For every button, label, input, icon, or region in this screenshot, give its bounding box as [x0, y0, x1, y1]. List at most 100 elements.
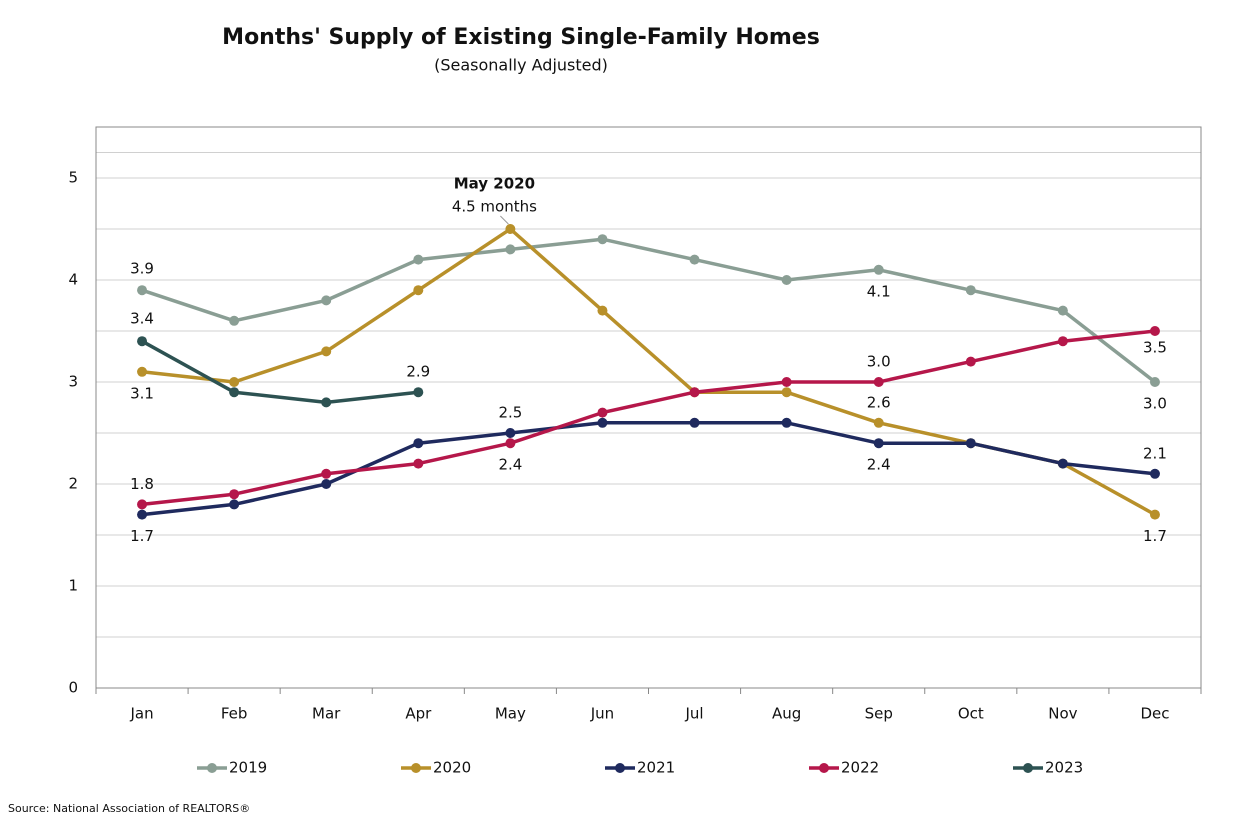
data-label: 2.4	[867, 456, 891, 474]
data-label: 3.5	[1143, 339, 1167, 357]
marker	[321, 479, 332, 489]
marker	[597, 417, 608, 428]
marker	[505, 224, 516, 234]
marker	[413, 285, 424, 296]
annotation-title: May 2020	[454, 175, 535, 193]
marker	[1057, 336, 1068, 347]
plot-frame	[95, 126, 1202, 689]
marker	[873, 438, 884, 449]
marker	[321, 295, 332, 306]
series-line	[141, 339, 419, 405]
marker	[1149, 468, 1160, 479]
marker	[1057, 305, 1068, 316]
marker	[413, 458, 424, 469]
series-line	[141, 329, 1156, 507]
annotation-leader	[500, 215, 509, 225]
legend-marker	[1023, 763, 1033, 773]
data-label: 3.1	[130, 384, 154, 402]
data-label: 3.0	[867, 353, 891, 371]
legend-label: 2023	[1045, 759, 1083, 777]
x-tick-label: Aug	[772, 705, 801, 723]
marker	[597, 305, 608, 316]
series-line	[141, 237, 1157, 384]
marker	[321, 397, 332, 408]
chart-subtitle: (Seasonally Adjusted)	[434, 56, 608, 75]
legend-marker	[819, 763, 829, 773]
legend-label: 2021	[637, 759, 675, 777]
data-label: 4.1	[867, 282, 891, 300]
data-label: 1.7	[1143, 527, 1167, 545]
legend-marker	[207, 763, 217, 773]
x-tick-label: Dec	[1140, 705, 1169, 723]
data-label: 3.4	[130, 310, 154, 328]
series-line	[141, 227, 1156, 517]
marker	[689, 417, 700, 428]
data-label: 1.8	[130, 475, 154, 493]
data-label: 3.0	[1143, 395, 1167, 413]
annotation-text: 4.5 months	[452, 198, 537, 216]
marker	[1149, 326, 1160, 336]
marker	[137, 336, 148, 347]
marker	[1057, 458, 1068, 469]
data-label: 1.7	[130, 527, 154, 545]
marker	[229, 489, 240, 500]
legend-marker	[615, 763, 625, 773]
marker	[413, 438, 424, 449]
marker	[137, 366, 148, 377]
x-tick-label: Jul	[684, 705, 703, 723]
y-tick-label: 4	[68, 271, 78, 289]
y-tick-label: 0	[68, 679, 78, 697]
source: Source: National Association of REALTORS…	[8, 802, 250, 815]
marker	[137, 285, 148, 296]
marker	[137, 499, 148, 510]
x-tick-label: Jun	[590, 705, 614, 723]
marker	[413, 387, 424, 398]
chart-title: Months' Supply of Existing Single-Family…	[222, 25, 820, 50]
data-label: 2.1	[1143, 444, 1167, 462]
marker	[321, 346, 332, 357]
marker	[873, 377, 884, 387]
marker	[965, 285, 976, 296]
marker	[321, 468, 332, 479]
y-tick-label: 3	[68, 373, 78, 391]
marker	[781, 275, 792, 285]
x-tick-label: Jan	[129, 705, 153, 723]
marker	[965, 356, 976, 367]
data-label: 2.9	[406, 363, 430, 381]
x-tick-label: Apr	[405, 705, 432, 723]
data-label: 2.4	[498, 456, 522, 474]
marker	[873, 264, 884, 275]
legend-label: 2022	[841, 759, 879, 777]
marker	[873, 417, 884, 428]
data-label: 2.5	[498, 404, 522, 422]
y-tick-label: 2	[68, 475, 78, 493]
marker	[137, 509, 148, 520]
marker	[597, 234, 608, 245]
marker	[505, 244, 516, 255]
x-tick-label: Feb	[221, 705, 248, 723]
marker	[505, 428, 516, 438]
series-line	[141, 421, 1156, 517]
marker	[781, 377, 792, 387]
legend-label: 2020	[433, 759, 471, 777]
legend-label: 2019	[229, 759, 267, 777]
y-tick-label: 5	[68, 169, 78, 187]
marker	[1149, 377, 1160, 387]
marker	[229, 315, 240, 326]
marker	[781, 387, 792, 398]
data-label: 2.6	[867, 393, 891, 411]
x-tick-label: Oct	[958, 705, 984, 723]
marker	[781, 417, 792, 428]
marker	[597, 407, 608, 418]
marker	[1149, 509, 1160, 520]
x-tick-label: Sep	[865, 705, 893, 723]
marker	[505, 438, 516, 449]
legend-marker	[411, 763, 421, 773]
marker	[229, 499, 240, 510]
x-tick-label: Nov	[1048, 705, 1077, 723]
marker	[229, 387, 240, 398]
marker	[689, 387, 700, 398]
y-tick-label: 1	[68, 577, 78, 595]
x-tick-label: May	[495, 705, 526, 723]
